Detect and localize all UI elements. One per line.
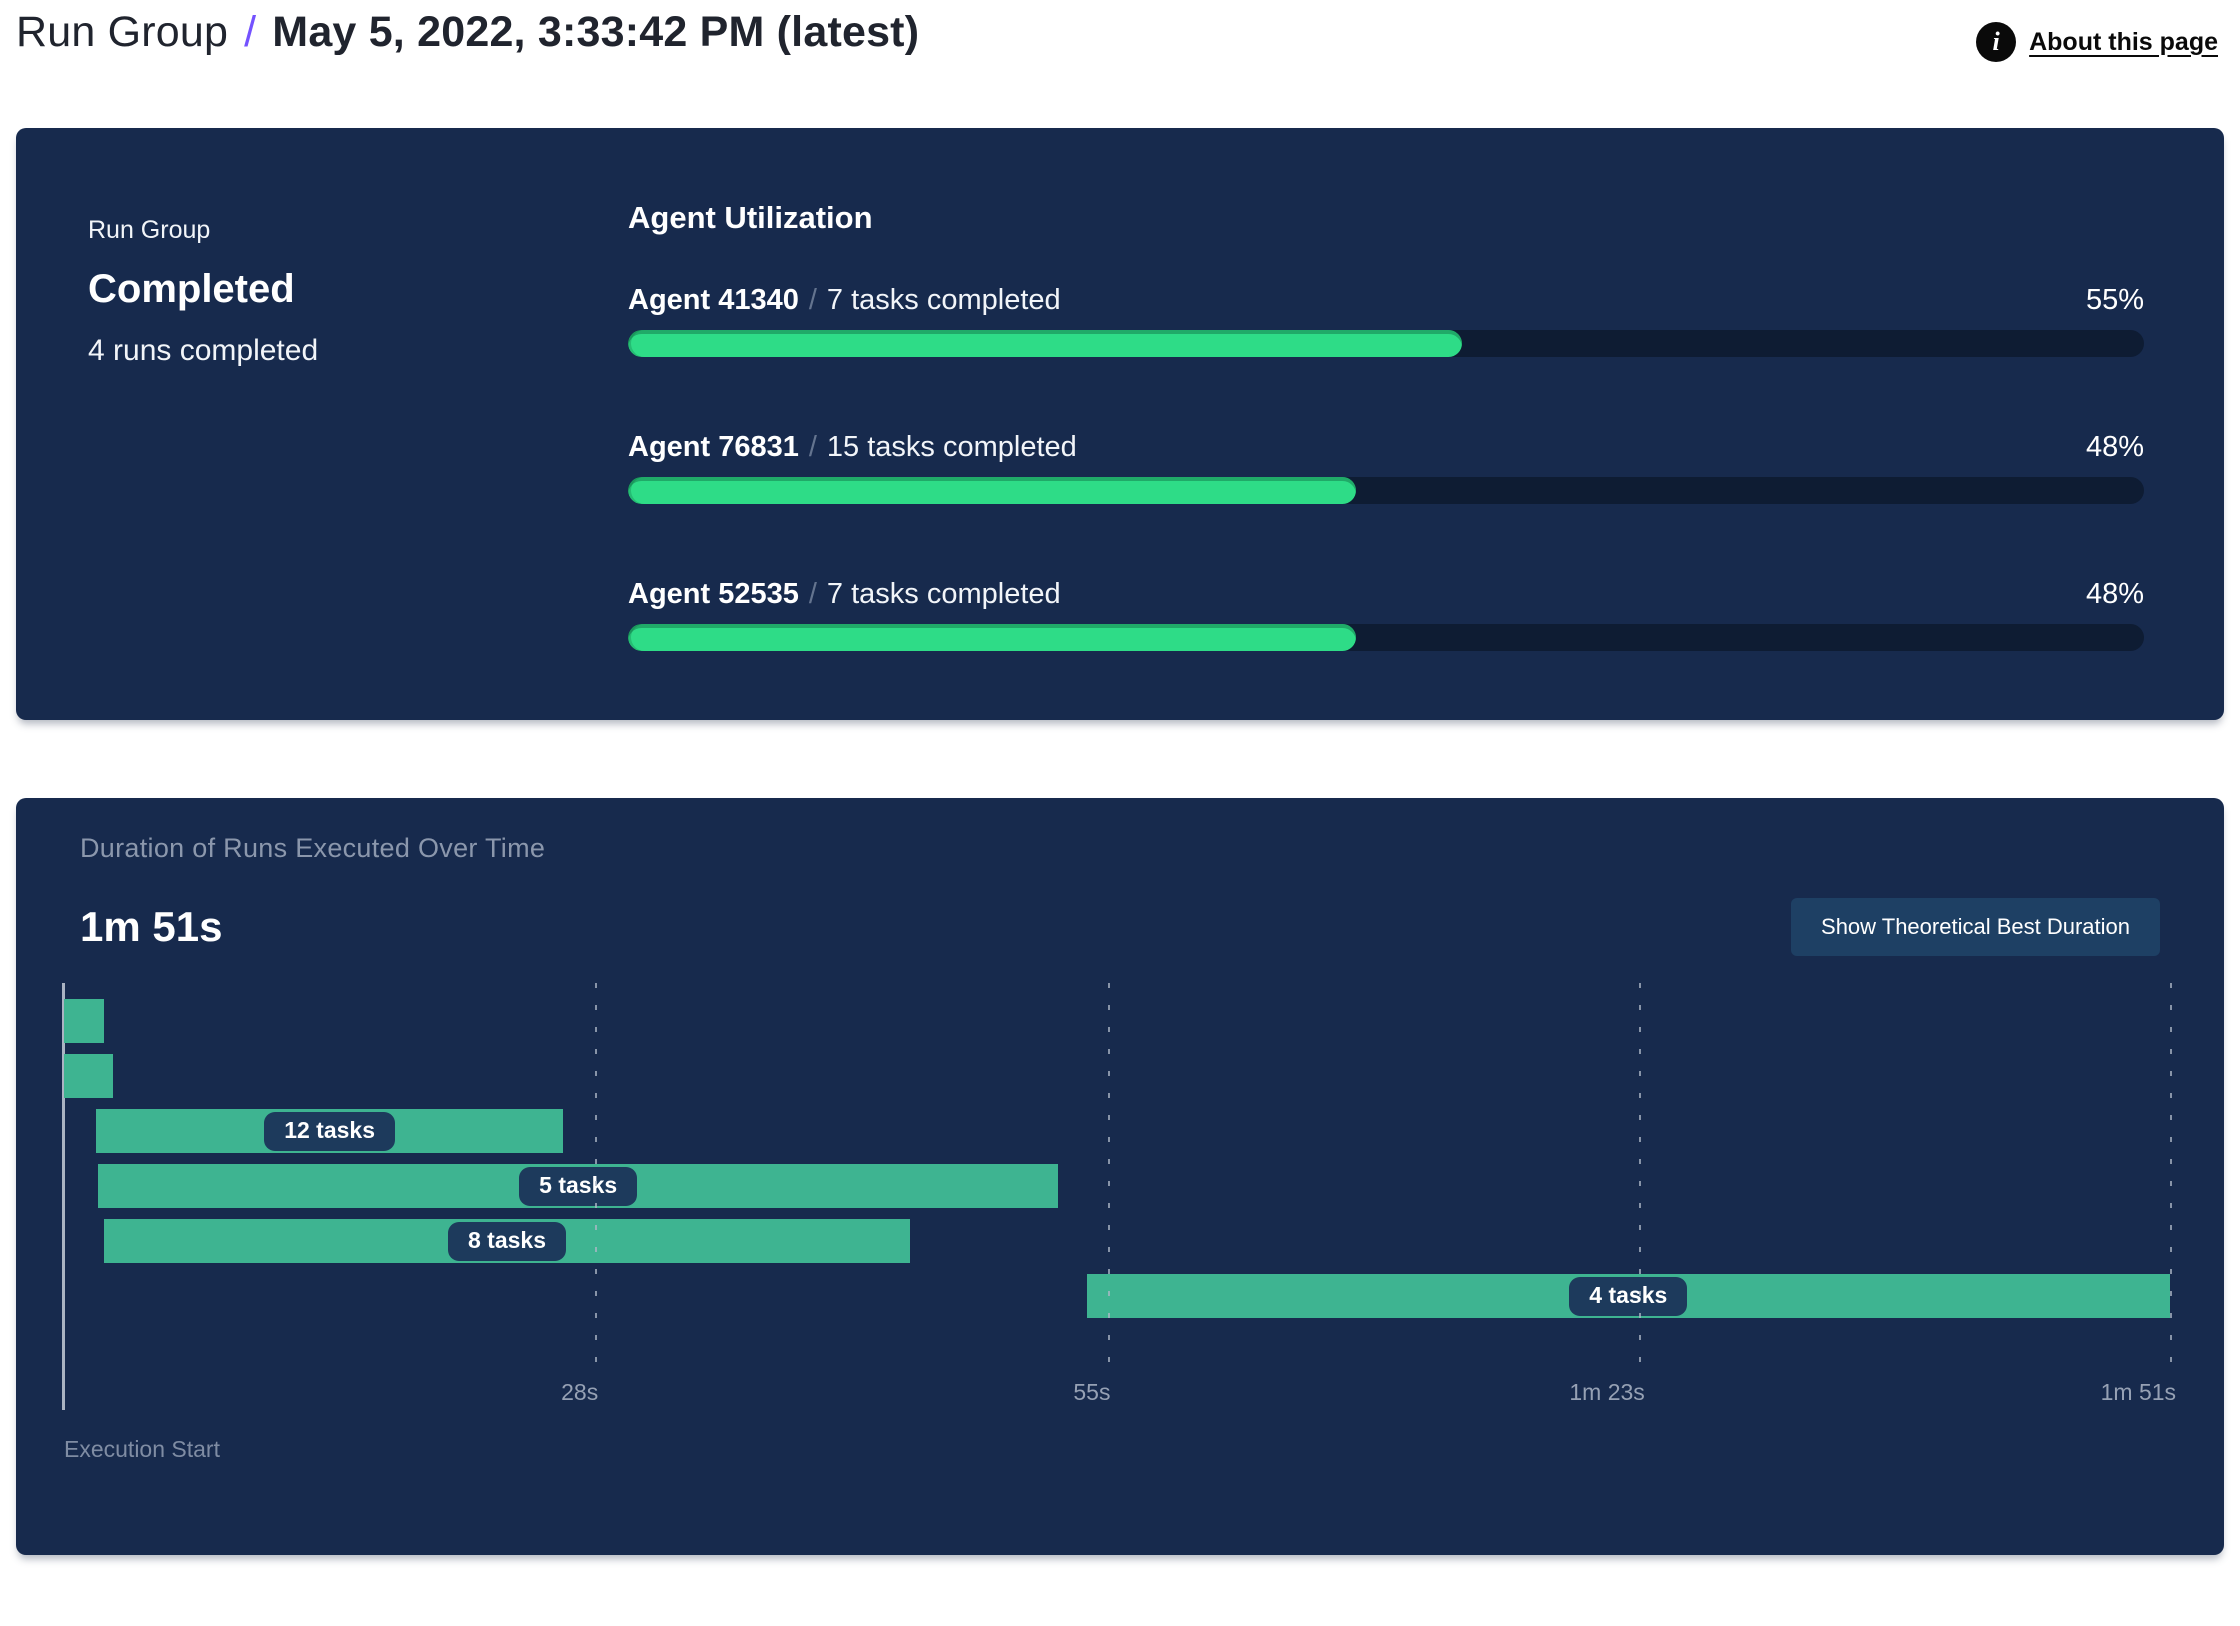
agent-row: Agent 41340 / 7 tasks completed 55% — [628, 284, 2144, 357]
agent-utilization-track — [628, 477, 2144, 504]
agent-percent: 48% — [2085, 578, 2144, 610]
gridline — [1638, 983, 1641, 1368]
page-header: Run Group / May 5, 2022, 3:33:42 PM (lat… — [0, 0, 2240, 62]
breadcrumb: Run Group / May 5, 2022, 3:33:42 PM (lat… — [16, 8, 919, 57]
agent-name: Agent 76831 — [628, 431, 799, 463]
info-icon[interactable]: i — [1976, 22, 2017, 62]
agent-tasks: 15 tasks completed — [826, 431, 1077, 463]
agent-label-line: Agent 76831 / 15 tasks completed 48% — [628, 431, 2144, 464]
agent-percent: 48% — [2085, 431, 2144, 463]
duration-panel-head: Duration of Runs Executed Over Time 1m 5… — [16, 833, 2224, 956]
agent-progress-fill — [628, 624, 1356, 651]
run-bar[interactable] — [64, 999, 104, 1043]
agent-progress-fill — [628, 477, 1356, 504]
show-theoretical-best-duration-button[interactable]: Show Theoretical Best Duration — [1791, 898, 2160, 956]
axis-tick-label: 1m 51s — [2100, 1379, 2177, 1405]
gridline — [2170, 983, 2172, 1368]
agent-name: Agent 52535 — [628, 578, 799, 610]
runs-completed-text: 4 runs completed — [88, 334, 319, 367]
status-text: Completed — [88, 267, 295, 311]
agent-utilization-track — [628, 624, 2144, 651]
breadcrumb-run-group[interactable]: Run Group — [16, 8, 229, 56]
execution-start-label: Execution Start — [64, 1436, 220, 1462]
agent-row: Agent 76831 / 15 tasks completed 48% — [628, 431, 2144, 504]
page-title: May 5, 2022, 3:33:42 PM (latest) — [272, 8, 920, 56]
run-bar[interactable]: 12 tasks — [96, 1109, 563, 1153]
task-count-pill: 8 tasks — [447, 1221, 566, 1261]
axis-tick-label: 55s — [1073, 1379, 1111, 1405]
agent-label-line: Agent 41340 / 7 tasks completed 55% — [628, 284, 2144, 317]
duration-panel: Duration of Runs Executed Over Time 1m 5… — [16, 798, 2224, 1555]
agent-percent: 55% — [2085, 284, 2144, 316]
total-duration-value: 1m 51s — [80, 903, 223, 950]
run-bar[interactable]: 4 tasks — [1086, 1274, 2170, 1318]
task-count-pill: 5 tasks — [519, 1166, 638, 1206]
duration-chart-title: Duration of Runs Executed Over Time — [80, 833, 546, 863]
agent-name-separator: / — [808, 284, 817, 316]
gantt-chart: 12 tasks 5 tasks 8 tasks 4 tasks 28s 55s 1m 23… — [62, 983, 2176, 1550]
agent-name-separator: / — [808, 431, 817, 463]
about-link-label[interactable]: About this page — [2029, 27, 2218, 56]
gridline — [595, 983, 598, 1368]
agent-tasks: 7 tasks completed — [826, 578, 1061, 610]
agent-label-line: Agent 52535 / 7 tasks completed 48% — [628, 578, 2144, 611]
agent-tasks: 7 tasks completed — [826, 284, 1061, 316]
task-count-pill: 4 tasks — [1569, 1276, 1688, 1316]
agent-utilization-track — [628, 330, 2144, 357]
breadcrumb-separator: / — [244, 8, 257, 56]
agent-utilization-heading: Agent Utilization — [628, 200, 873, 235]
about-this-page-link[interactable]: i About this page — [1976, 22, 2218, 62]
run-bar[interactable]: 8 tasks — [103, 1219, 911, 1263]
run-group-status-block: Run Group Completed 4 runs completed — [88, 200, 628, 720]
duration-total-row: 1m 51s Show Theoretical Best Duration — [80, 898, 2160, 956]
run-group-label: Run Group — [88, 216, 211, 244]
agent-list: Agent 41340 / 7 tasks completed 55% Agen… — [628, 284, 2144, 651]
task-count-pill: 12 tasks — [264, 1111, 396, 1151]
agent-name: Agent 41340 — [628, 284, 799, 316]
run-group-summary-panel: Run Group Completed 4 runs completed Age… — [16, 128, 2224, 720]
agent-utilization-section: Agent Utilization Agent 41340 / 7 tasks … — [628, 200, 2144, 720]
axis-tick-label: 1m 23s — [1569, 1379, 1645, 1405]
run-bar[interactable] — [64, 1054, 114, 1098]
gridline — [1107, 983, 1110, 1368]
axis-tick-label: 28s — [561, 1379, 599, 1405]
gantt-rows: 12 tasks 5 tasks 8 tasks 4 tasks 28s 55s 1m 23… — [64, 983, 2176, 1405]
agent-progress-fill — [628, 330, 1462, 357]
execution-start-axis-line — [62, 983, 65, 1410]
run-bar[interactable]: 5 tasks — [98, 1164, 1059, 1208]
agent-name-separator: / — [808, 578, 817, 610]
agent-row: Agent 52535 / 7 tasks completed 48% — [628, 578, 2144, 651]
